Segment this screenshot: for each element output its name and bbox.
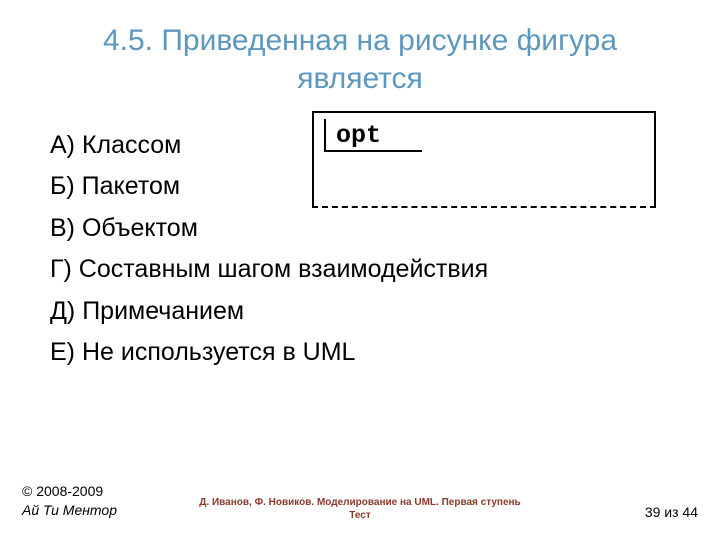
slide-body: opt А) Классом Б) Пакетом В) Объектом Г)… [0, 115, 720, 482]
page-total: 44 [682, 504, 698, 520]
footer-copyright: © 2008-2009 Ай Ти Ментор [22, 482, 117, 520]
company-name: Ай Ти Ментор [22, 501, 117, 520]
attribution-line1: Д. Иванов, Ф. Новиков. Моделирование на … [190, 496, 530, 509]
uml-frame-bottom-dashed [312, 206, 656, 208]
footer-attribution: Д. Иванов, Ф. Новиков. Моделирование на … [190, 496, 530, 522]
slide-footer: © 2008-2009 Ай Ти Ментор Д. Иванов, Ф. Н… [0, 482, 720, 540]
page-sep: из [660, 504, 682, 520]
slide: 4.5. Приведенная на рисунке фигура являе… [0, 0, 720, 540]
uml-operator-tab-corner [412, 117, 436, 154]
answer-option: Д) Примечанием [50, 291, 670, 333]
footer-page-number: 39 из 44 [645, 504, 698, 520]
answer-option: Е) Не используется в UML [50, 332, 670, 374]
page-current: 39 [645, 504, 661, 520]
attribution-line2: Тест [190, 509, 530, 522]
answer-option: Г) Составным шагом взаимодействия [50, 249, 670, 291]
uml-combined-fragment-figure: opt [312, 111, 656, 208]
slide-title: 4.5. Приведенная на рисунке фигура являе… [0, 0, 720, 115]
answer-option: В) Объектом [50, 208, 670, 250]
copyright-years: © 2008-2009 [22, 482, 117, 501]
uml-operator-label: opt [336, 121, 381, 150]
